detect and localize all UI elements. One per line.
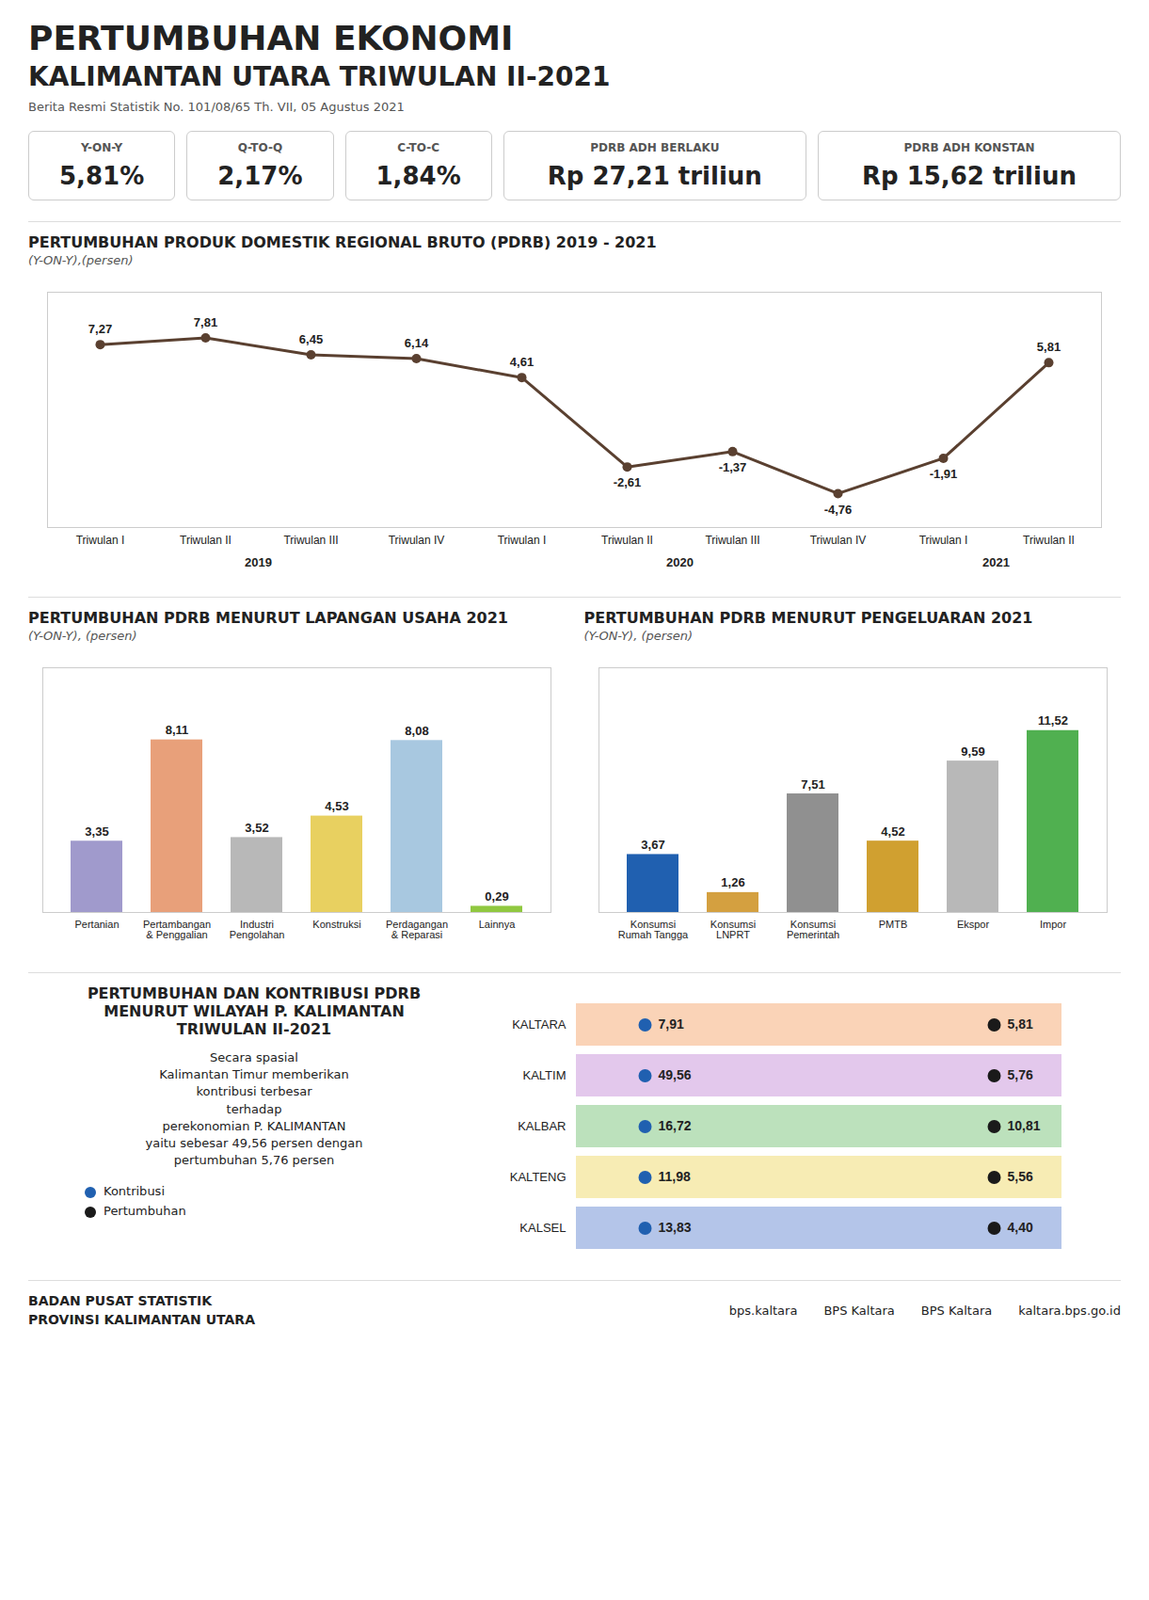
svg-text:Perdagangan& Reparasi: Perdagangan& Reparasi: [385, 918, 448, 941]
svg-text:1,26: 1,26: [720, 875, 745, 890]
svg-text:Triwulan III: Triwulan III: [704, 533, 760, 547]
svg-text:Triwulan I: Triwulan I: [919, 533, 969, 547]
svg-text:KonsumsiLNPRT: KonsumsiLNPRT: [709, 918, 755, 941]
html-text:KALIMANTAN UTARA TRIWULAN II-2: KALIMANTAN UTARA TRIWULAN II-2021: [28, 61, 611, 93]
html-text:Kontribusi: Kontribusi: [103, 1184, 165, 1199]
svg-text:Lainnya: Lainnya: [478, 918, 516, 930]
svg-text:KALBAR: KALBAR: [517, 1118, 566, 1134]
svg-text:7,51: 7,51: [800, 777, 825, 792]
html-text:BPS Kaltara: BPS Kaltara: [823, 1303, 895, 1318]
svg-text:KonsumsiPemerintah: KonsumsiPemerintah: [785, 918, 839, 941]
svg-text:11,98: 11,98: [658, 1168, 691, 1184]
svg-text:7,27: 7,27: [88, 321, 112, 336]
html-text:C-TO-C: C-TO-C: [397, 141, 440, 155]
html-text:PERTUMBUHAN PRODUK DOMESTIK RE: PERTUMBUHAN PRODUK DOMESTIK REGIONAL BRU…: [28, 233, 657, 252]
svg-text:4,61: 4,61: [510, 354, 534, 369]
svg-text:5,81: 5,81: [1007, 1016, 1034, 1032]
svg-text:Konstruksi: Konstruksi: [312, 918, 361, 930]
html-text:PERTUMBUHAN PDRB MENURUT LAPAN: PERTUMBUHAN PDRB MENURUT LAPANGAN USAHA …: [28, 608, 509, 627]
svg-text:-4,76: -4,76: [824, 502, 853, 517]
svg-text:8,08: 8,08: [404, 723, 429, 738]
svg-text:3,35: 3,35: [84, 824, 109, 839]
svg-text:11,52: 11,52: [1037, 713, 1069, 728]
svg-text:0,29: 0,29: [484, 889, 509, 904]
svg-text:Triwulan II: Triwulan II: [179, 533, 232, 547]
svg-text:9,59: 9,59: [960, 744, 985, 759]
svg-text:5,81: 5,81: [1037, 339, 1061, 354]
svg-text:Triwulan II: Triwulan II: [601, 533, 654, 547]
svg-text:4,53: 4,53: [324, 798, 349, 814]
svg-text:7,81: 7,81: [193, 315, 218, 330]
html-text:PDRB ADH KONSTAN: PDRB ADH KONSTAN: [903, 141, 1035, 155]
svg-text:6,14: 6,14: [404, 335, 430, 351]
svg-text:5,76: 5,76: [1007, 1067, 1034, 1083]
svg-text:2020: 2020: [666, 555, 694, 570]
svg-text:13,83: 13,83: [658, 1219, 692, 1235]
html-text:PROVINSI KALIMANTAN UTARA: PROVINSI KALIMANTAN UTARA: [28, 1311, 256, 1327]
svg-text:Triwulan II: Triwulan II: [1022, 533, 1075, 547]
svg-text:5,56: 5,56: [1007, 1168, 1034, 1184]
svg-text:-1,91: -1,91: [929, 466, 958, 481]
svg-text:Triwulan IV: Triwulan IV: [388, 533, 446, 547]
svg-text:-2,61: -2,61: [613, 475, 642, 490]
svg-text:4,52: 4,52: [880, 824, 905, 839]
svg-text:7,91: 7,91: [658, 1016, 685, 1032]
svg-text:Triwulan IV: Triwulan IV: [810, 533, 867, 547]
svg-text:Pertambangan& Penggalian: Pertambangan& Penggalian: [143, 918, 211, 941]
svg-text:3,52: 3,52: [244, 820, 269, 835]
svg-text:KALSEL: KALSEL: [519, 1220, 566, 1235]
svg-text:3,67: 3,67: [640, 837, 665, 852]
svg-text:10,81: 10,81: [1007, 1117, 1041, 1134]
html-text:Y-ON-Y: Y-ON-Y: [81, 141, 123, 155]
html-text:PERTUMBUHAN PDRB MENURUT PENGE: PERTUMBUHAN PDRB MENURUT PENGELUARAN 202…: [583, 608, 1033, 627]
svg-text:49,56: 49,56: [658, 1067, 692, 1083]
html-text:Rp 15,62 triliun: Rp 15,62 triliun: [861, 161, 1077, 191]
html-text:(Y-ON-Y), (persen): (Y-ON-Y), (persen): [28, 628, 138, 643]
svg-text:Triwulan III: Triwulan III: [283, 533, 338, 547]
html-text:1,84%: 1,84%: [375, 161, 461, 191]
html-text:PERTUMBUHAN DAN KONTRIBUSI PDR: PERTUMBUHAN DAN KONTRIBUSI PDRB MENURUT …: [87, 984, 421, 1038]
svg-text:KonsumsiRumah Tangga: KonsumsiRumah Tangga: [617, 918, 688, 941]
html-text:PERTUMBUHAN EKONOMI: PERTUMBUHAN EKONOMI: [28, 18, 514, 58]
html-text:(Y-ON-Y),(persen): (Y-ON-Y),(persen): [28, 253, 134, 268]
svg-text:PMTB: PMTB: [877, 918, 908, 930]
html-text:kaltara.bps.go.id: kaltara.bps.go.id: [1018, 1303, 1121, 1318]
html-text:2,17%: 2,17%: [217, 161, 303, 191]
svg-text:Pertanian: Pertanian: [74, 918, 119, 930]
svg-text:Impor: Impor: [1038, 918, 1066, 930]
html-text:Berita Resmi Statistik No. 101: Berita Resmi Statistik No. 101/08/65 Th.…: [28, 99, 405, 114]
html-text:Q-TO-Q: Q-TO-Q: [237, 141, 283, 155]
svg-text:KALTENG: KALTENG: [510, 1169, 567, 1184]
svg-text:2019: 2019: [244, 555, 272, 570]
svg-text:Triwulan I: Triwulan I: [76, 533, 126, 547]
html-text:Secara spasial Kalimantan Timu: Secara spasial Kalimantan Timur memberik…: [145, 1050, 363, 1167]
svg-text:4,40: 4,40: [1007, 1219, 1034, 1235]
svg-text:KALTARA: KALTARA: [511, 1017, 567, 1032]
svg-text:2021: 2021: [982, 555, 1010, 570]
html-text:BADAN PUSAT STATISTIK: BADAN PUSAT STATISTIK: [28, 1292, 212, 1309]
svg-text:Ekspor: Ekspor: [956, 918, 990, 930]
svg-text:8,11: 8,11: [165, 722, 190, 737]
html-text:PDRB ADH BERLAKU: PDRB ADH BERLAKU: [590, 141, 720, 155]
svg-text:Triwulan I: Triwulan I: [497, 533, 547, 547]
html-text:bps.kaltara: bps.kaltara: [729, 1303, 798, 1318]
html-text:Rp 27,21 triliun: Rp 27,21 triliun: [547, 161, 763, 191]
svg-text:16,72: 16,72: [658, 1117, 692, 1134]
svg-text:-1,37: -1,37: [718, 460, 748, 475]
html-text:BPS Kaltara: BPS Kaltara: [921, 1303, 993, 1318]
svg-text:KALTIM: KALTIM: [523, 1068, 567, 1083]
svg-text:6,45: 6,45: [299, 332, 323, 347]
html-text:Pertumbuhan: Pertumbuhan: [103, 1203, 187, 1218]
html-text:(Y-ON-Y), (persen): (Y-ON-Y), (persen): [583, 628, 693, 643]
svg-text:IndustriPengolahan: IndustriPengolahan: [229, 918, 286, 941]
html-text:5,81%: 5,81%: [59, 161, 145, 191]
